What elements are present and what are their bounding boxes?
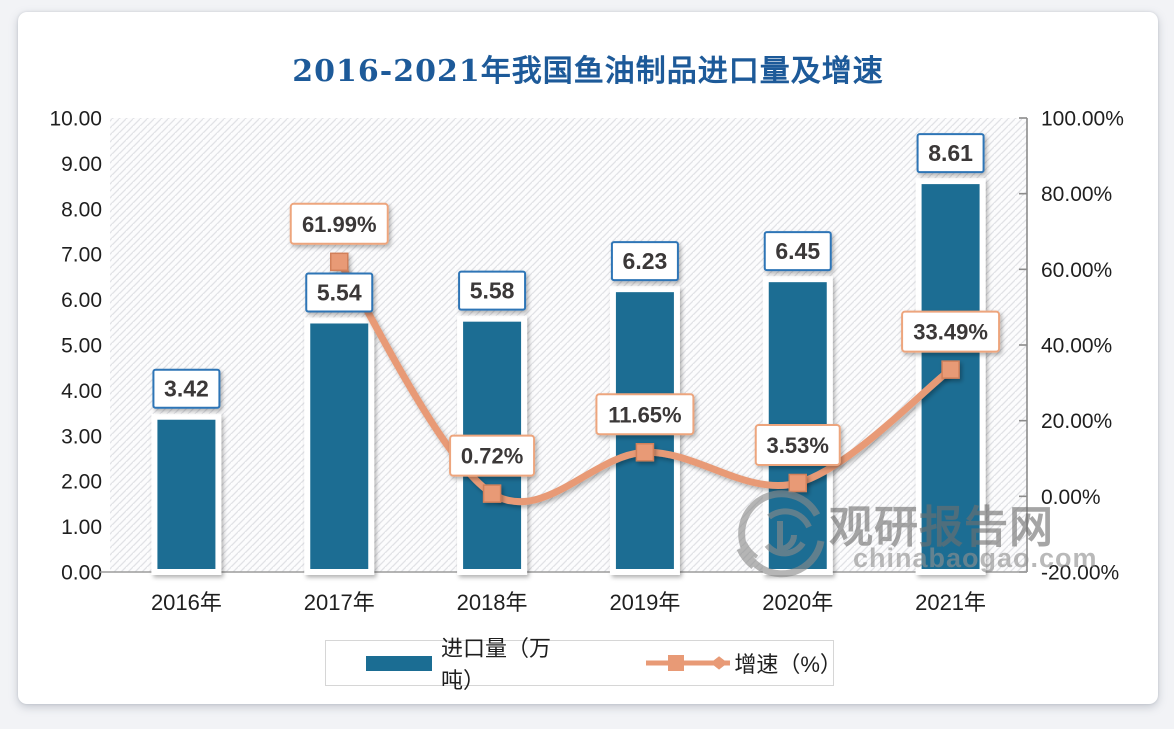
right-axis-tick: 100.00% xyxy=(1041,108,1124,131)
svg-text:33.49%: 33.49% xyxy=(913,320,988,345)
left-axis-tick: 7.00 xyxy=(61,244,102,267)
x-axis-label: 2018年 xyxy=(457,590,528,615)
left-axis-tick: 5.00 xyxy=(61,335,102,358)
legend-bar-label: 进口量（万吨） xyxy=(441,636,552,693)
legend: 进口量（万吨） 增速（%） xyxy=(325,636,842,693)
x-axis-label: 2017年 xyxy=(304,590,375,615)
svg-text:3.42: 3.42 xyxy=(164,376,209,402)
svg-text:3.53%: 3.53% xyxy=(767,433,829,458)
left-axis-tick: 3.00 xyxy=(61,425,102,448)
left-axis-tick: 1.00 xyxy=(61,516,102,539)
right-axis-tick: 20.00% xyxy=(1041,410,1112,433)
growth-line xyxy=(335,258,955,506)
svg-text:6.23: 6.23 xyxy=(623,248,668,274)
x-axis-label: 2021年 xyxy=(915,590,986,615)
bar-value-label-2018年: 5.58 xyxy=(458,270,527,311)
svg-text:0.72%: 0.72% xyxy=(461,444,523,469)
legend-line-swatch-icon xyxy=(646,655,731,671)
plot-background xyxy=(110,118,1027,572)
svg-text:8.61: 8.61 xyxy=(928,140,973,166)
bar-value-label-2019年: 6.23 xyxy=(610,241,679,282)
growth-value-label-2019年: 11.65% xyxy=(595,393,695,436)
growth-marker-2021年 xyxy=(941,360,960,379)
bar-value-label-2021年: 8.61 xyxy=(916,133,985,174)
bar-value-label-2017年: 5.54 xyxy=(305,272,374,313)
svg-text:5.58: 5.58 xyxy=(470,278,515,304)
left-axis-tick: 8.00 xyxy=(61,198,102,221)
bar-value-label-2016年: 3.42 xyxy=(152,368,221,409)
right-axis-tick: 40.00% xyxy=(1041,335,1112,358)
legend-line-label: 增速（%） xyxy=(734,652,842,677)
x-axis-label: 2020年 xyxy=(762,590,833,615)
growth-value-label-2020年: 3.53% xyxy=(754,423,841,466)
left-axis-tick: 4.00 xyxy=(61,380,102,403)
svg-text:6.45: 6.45 xyxy=(775,238,820,264)
growth-value-label-2018年: 0.72% xyxy=(449,434,536,477)
growth-marker-2018年 xyxy=(482,484,502,503)
svg-text:11.65%: 11.65% xyxy=(608,402,681,427)
left-axis-tick: 0.00 xyxy=(61,562,102,585)
left-axis-tick: 10.00 xyxy=(49,108,102,131)
bar-value-label-2020年: 6.45 xyxy=(763,231,832,272)
right-axis-tick: 80.00% xyxy=(1041,183,1112,206)
right-axis-tick: 60.00% xyxy=(1041,259,1112,282)
x-axis-label: 2016年 xyxy=(151,590,222,615)
growth-marker-2020年 xyxy=(788,473,807,493)
right-axis-tick: 0.00% xyxy=(1041,486,1101,509)
right-axis-tick: -20.00% xyxy=(1041,562,1119,585)
growth-value-label-2021年: 33.49% xyxy=(901,310,1001,353)
left-axis-tick: 6.00 xyxy=(61,289,102,312)
growth-marker-2019年 xyxy=(635,443,655,462)
svg-text:61.99%: 61.99% xyxy=(302,212,377,237)
left-axis-tick: 9.00 xyxy=(61,153,102,176)
chart-title: 2016-2021年我国鱼油制品进口量及增速 xyxy=(292,54,884,89)
x-axis-label: 2019年 xyxy=(609,590,680,615)
import-bar-2016年 xyxy=(151,413,222,575)
legend-bar-swatch-icon xyxy=(366,655,432,671)
import-bar-2017年 xyxy=(304,317,375,576)
left-axis-tick: 2.00 xyxy=(61,471,102,494)
growth-marker-2017年 xyxy=(330,252,349,272)
growth-value-label-2017年: 61.99% xyxy=(289,202,389,245)
svg-text:5.54: 5.54 xyxy=(317,279,362,305)
